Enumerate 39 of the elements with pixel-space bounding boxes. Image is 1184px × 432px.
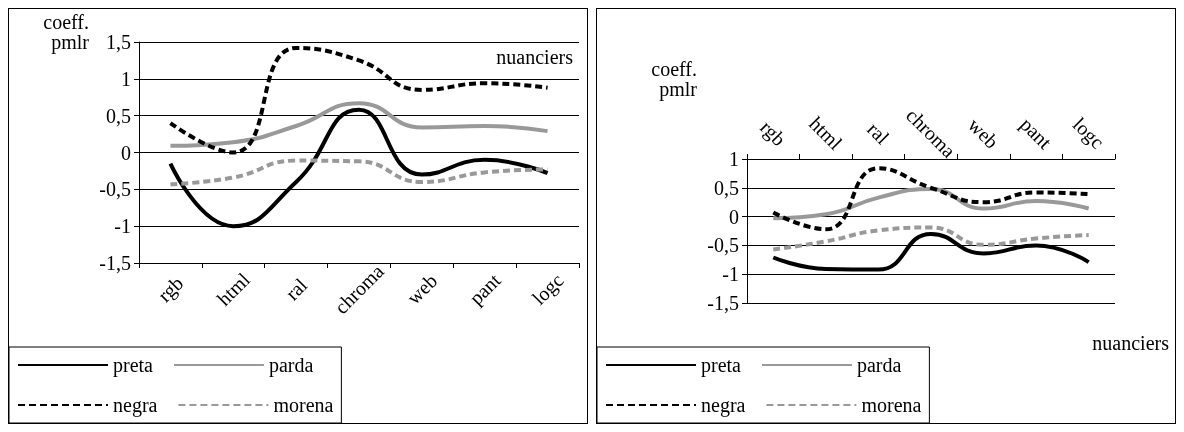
y-tick-label: -1,5 — [99, 252, 131, 274]
legend-label: negra — [701, 394, 746, 417]
legend-label: parda — [268, 354, 314, 377]
y-tick-label: -1 — [114, 215, 131, 238]
x-tick-label: ral — [863, 117, 894, 149]
y-tick-label: -0,5 — [707, 234, 739, 257]
x-axis-title: nuanciers — [1092, 332, 1170, 354]
y-tick-label: 1,5 — [106, 31, 131, 53]
y-tick-label: -0,5 — [99, 178, 131, 201]
legend-label: preta — [113, 354, 154, 377]
x-tick-label: logc — [527, 268, 569, 310]
line-series — [771, 225, 1091, 252]
y-axis-title: coeff. pmlr — [43, 11, 90, 54]
line-series — [168, 101, 550, 148]
legend-label: morena — [273, 394, 334, 416]
legend-label: morena — [861, 394, 922, 416]
x-tick-label: web — [964, 113, 1004, 153]
y-tick-label: 0,5 — [106, 104, 131, 127]
y-axis-title: coeff. pmlr — [651, 58, 698, 101]
y-tick-label: 1 — [729, 148, 739, 170]
x-tick-label: ral — [280, 273, 312, 305]
x-axis-title: nuanciers — [496, 46, 574, 68]
legend-label: negra — [113, 394, 158, 417]
legend-label: preta — [701, 354, 742, 377]
legend-label: parda — [856, 354, 902, 377]
x-tick-label: html — [212, 267, 255, 310]
x-tick-label: pant — [1015, 113, 1057, 154]
x-tick-label: rgb — [153, 271, 189, 307]
line-series — [168, 158, 550, 187]
y-tick-label: 1 — [121, 67, 131, 90]
x-tick-label: logc — [1068, 113, 1109, 154]
y-tick-label: 0 — [729, 205, 739, 228]
y-tick-label: -1,5 — [707, 292, 739, 314]
y-tick-label: 0 — [121, 141, 131, 164]
y-tick-label: 0,5 — [714, 176, 739, 199]
x-tick-label: rgb — [755, 115, 791, 151]
x-tick-label: web — [402, 269, 442, 309]
y-tick-label: -1 — [722, 263, 739, 286]
x-tick-label: pant — [464, 268, 506, 310]
